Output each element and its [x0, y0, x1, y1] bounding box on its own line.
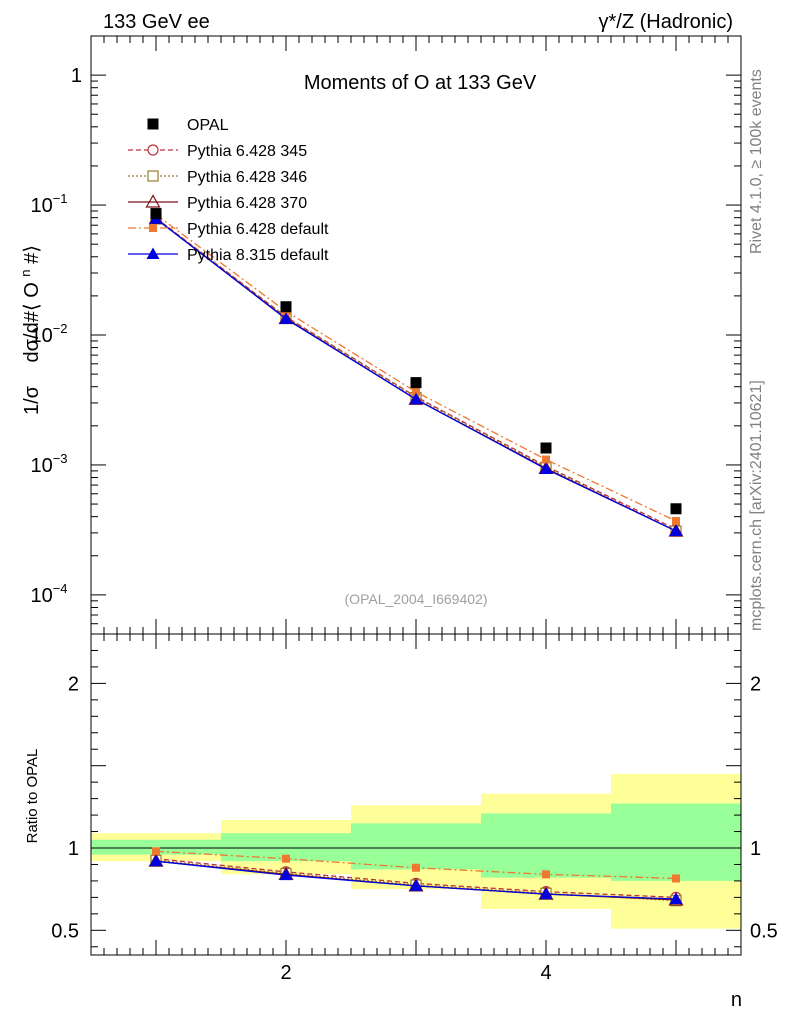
legend: OPAL Pythia 6.428 345 Pythia 6.428 346 Pyth… — [128, 117, 329, 264]
ylabel-part-4: #⟩ — [21, 245, 43, 264]
ratio-y-label-right-2: 1 — [750, 838, 761, 860]
legend-marker-3 — [145, 194, 161, 208]
series-line-4 — [155, 214, 677, 522]
ratio-series-4-point — [542, 870, 550, 879]
y-tick-label-3: 10−2 — [30, 321, 67, 347]
x-tick-label-4: 4 — [540, 962, 551, 984]
series-5-point — [279, 312, 293, 324]
green-band-4 — [481, 813, 611, 878]
series-5-point — [409, 392, 423, 405]
series-4-point — [672, 517, 680, 526]
y-tick-label-5: 10−4 — [30, 581, 67, 607]
ratio-panel: 2 4 2 2 1 1 0.5 0.5 — [51, 633, 778, 984]
series-4-point — [412, 387, 420, 396]
x-tick-label-2: 2 — [280, 962, 291, 984]
opal-data-point — [150, 208, 162, 220]
legend-marker-5 — [146, 247, 160, 259]
mcplots-side-label: mcplots.cern.ch [arXiv:2401.10621] — [748, 380, 765, 631]
ratio-y-label-right-3: 0.5 — [750, 920, 778, 942]
y-tick-exponent: −2 — [53, 321, 68, 336]
green-band-1 — [91, 839, 221, 855]
ratio-y-label-right-1: 2 — [750, 673, 761, 695]
legend-label-0: OPAL — [187, 117, 229, 134]
ratio-series-5-point — [539, 887, 553, 900]
ylabel-part-2: dσ/d#⟨ O — [21, 282, 43, 362]
ratio-y-label-left-3: 0.5 — [51, 920, 79, 942]
x-axis-label: n — [731, 989, 742, 1011]
opal-data-point — [280, 301, 292, 313]
ratio-y-label-left-2: 1 — [68, 838, 79, 860]
series-5-point — [539, 462, 553, 475]
ratio-series-4-point — [282, 854, 290, 863]
ratio-series-5-point — [149, 854, 163, 867]
series-4-point — [542, 455, 550, 464]
legend-label-3: Pythia 6.428 370 — [187, 195, 307, 212]
y-tick-label-1: 1 — [71, 65, 82, 87]
legend-label-2: Pythia 6.428 346 — [187, 169, 307, 186]
main-y-axis-label: 1/σ dσ/d#⟨ O n #⟩ — [13, 245, 43, 415]
ratio-y-label-left-1: 2 — [68, 673, 79, 695]
legend-marker-0 — [147, 118, 159, 130]
y-tick-label-2: 10−1 — [30, 191, 67, 217]
series-line-1 — [155, 217, 677, 530]
opal-data-point — [410, 377, 422, 389]
opal-data-point — [670, 503, 682, 515]
ratio-series-5-point — [279, 868, 293, 881]
ratio-series-5-point — [409, 879, 423, 891]
y-tick-exponent: −4 — [53, 581, 68, 596]
ratio-series-4-point — [672, 874, 680, 883]
y-tick-base: 10 — [30, 455, 52, 477]
legend-label-5: Pythia 8.315 default — [187, 247, 329, 264]
y-tick-exponent: −1 — [53, 191, 68, 206]
legend-marker-2 — [147, 170, 159, 182]
y-tick-exponent: −3 — [53, 451, 68, 466]
legend-label-4: Pythia 6.428 default — [187, 221, 329, 238]
green-band-5 — [611, 803, 741, 881]
y-tick-label-4: 10−3 — [30, 451, 67, 477]
opal-data-point — [540, 442, 552, 454]
ratio-series-4-point — [412, 863, 420, 872]
y-tick-base: 10 — [30, 585, 52, 607]
legend-label-1: Pythia 6.428 345 — [187, 143, 307, 160]
y-tick-base: 10 — [30, 195, 52, 217]
legend-marker-1 — [147, 144, 159, 156]
rivet-side-label: Rivet 4.1.0, ≥ 100k events — [748, 69, 765, 254]
ratio-series-4-point — [152, 847, 160, 856]
y-tick-base: 1 — [71, 65, 82, 87]
legend-marker-4 — [149, 224, 157, 232]
ylabel-part-1: 1/σ — [21, 385, 43, 415]
ratio-series-5-point — [669, 892, 683, 905]
header-left-text: 133 GeV ee — [103, 11, 210, 33]
watermark-text: (OPAL_2004_I669402) — [345, 591, 488, 607]
ratio-y-axis-label: Ratio to OPAL — [24, 749, 41, 844]
green-band-3 — [351, 823, 481, 870]
y-tick-base: 10 — [30, 325, 52, 347]
header-right-text: γ*/Z (Hadronic) — [599, 11, 733, 33]
ylabel-part-3: n — [18, 269, 33, 276]
series-5-point — [669, 524, 683, 537]
chart-title: Moments of O at 133 GeV — [304, 72, 537, 94]
ratio-line-1 — [155, 858, 677, 899]
